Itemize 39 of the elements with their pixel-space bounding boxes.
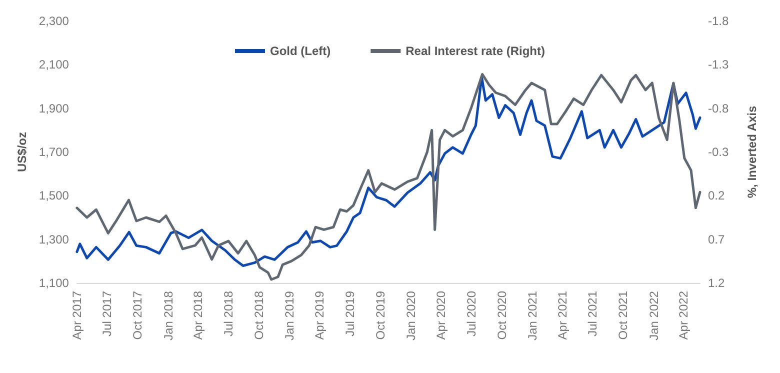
x-tick-label: Jul 2020 [464,290,478,336]
y2-tick-label: -1.3 [708,58,730,72]
y-tick-label: 1,500 [38,188,70,203]
legend-label: Real Interest rate (Right) [406,44,546,58]
x-tick-label: Apr 2020 [434,290,448,340]
x-tick-label: Jan 2018 [161,290,176,340]
x-tick-label: Jan 2022 [646,290,661,340]
y-tick-label: 1,700 [38,145,70,159]
x-tick-label: Apr 2018 [191,290,206,340]
x-tick-label: Oct 2019 [373,290,388,340]
x-tick-label: Oct 2017 [130,290,145,340]
y-axis-title: US$/oz [15,132,29,172]
y2-tick-label: -0.3 [708,145,730,159]
y2-axis-title: %, Inverted Axis [745,106,759,198]
x-tick-label: Jul 2017 [100,290,114,336]
x-tick-label: Jul 2019 [342,290,357,336]
x-tick-label: Apr 2017 [70,290,84,340]
x-tick-label: Apr 2021 [555,290,570,340]
y2-tick-label: 0.2 [708,188,726,203]
y2-tick-label: -1.8 [708,14,730,28]
x-tick-label: Jan 2019 [282,290,297,340]
y-tick-label: 2,100 [38,58,70,72]
x-tick-label: Apr 2022 [676,290,691,340]
x-tick-label: Oct 2018 [252,290,266,340]
legend-label: Gold (Left) [270,44,331,58]
y-tick-label: 1,300 [38,232,70,246]
x-tick-label: Oct 2021 [616,290,630,340]
y-tick-label: 1,100 [38,276,70,290]
x-tick-label: Jan 2020 [404,290,418,340]
y2-tick-label: 1.2 [708,276,726,290]
x-tick-label: Jul 2018 [221,290,236,336]
y-tick-label: 2,300 [38,14,70,28]
y-tick-label: 1,900 [38,101,70,116]
x-tick-label: Jan 2021 [526,290,540,340]
x-tick-label: Apr 2019 [312,290,327,340]
x-tick-label: Jul 2021 [586,290,600,336]
y2-tick-label: 0.7 [708,232,726,246]
x-tick-label: Oct 2020 [494,290,509,340]
y2-tick-label: -0.8 [708,101,730,116]
